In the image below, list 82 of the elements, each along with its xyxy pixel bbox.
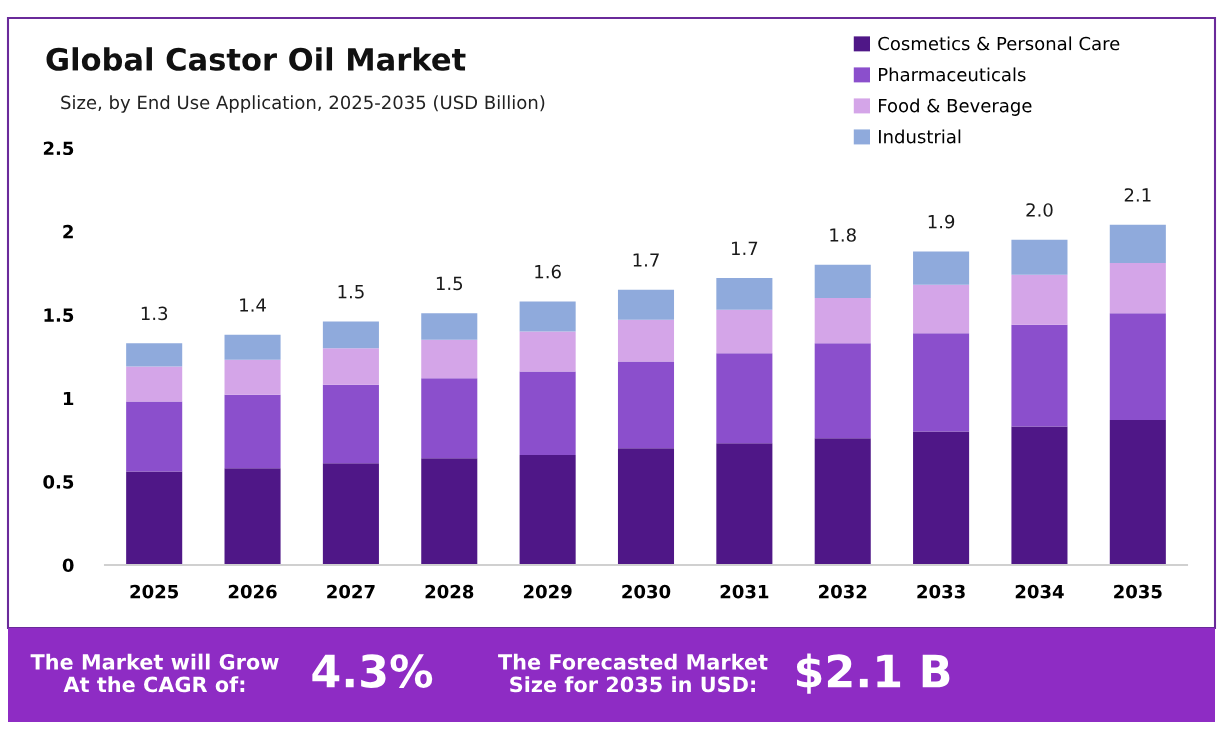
bar [913, 431, 970, 565]
x-tick-label: 2029 [523, 584, 572, 599]
x-tick-label: 2026 [228, 584, 277, 599]
bar [519, 454, 576, 565]
total-label: 1.3 [141, 306, 168, 321]
total-label: 2.0 [1026, 203, 1053, 217]
y-tick-label: 1 [63, 391, 74, 406]
total-label: 1.7 [633, 253, 659, 267]
bar [126, 471, 183, 565]
x-tick-label: 2033 [917, 584, 965, 599]
bar [224, 359, 281, 395]
x-tick-label: 2031 [720, 584, 769, 599]
text: 4.3% [312, 654, 433, 688]
y-tick-label: 2.5 [43, 141, 74, 156]
legend-label: Cosmetics & Personal Care [878, 36, 1120, 51]
bar [617, 448, 675, 565]
bar [913, 333, 970, 432]
bar [716, 278, 773, 310]
bar [126, 366, 183, 402]
bar [913, 251, 970, 285]
bar [617, 289, 675, 320]
bar [421, 458, 478, 565]
bar [913, 284, 970, 334]
bar [322, 321, 379, 349]
bar [519, 371, 576, 455]
bar [814, 343, 871, 439]
x-tick-label: 2034 [1015, 584, 1064, 599]
bar [1011, 426, 1068, 565]
total-label: 1.4 [240, 298, 266, 312]
bar [224, 394, 281, 469]
y-tick-label: 2 [63, 224, 73, 239]
bar [421, 378, 478, 459]
x-tick-label: 2032 [819, 584, 867, 599]
x-tick-label: 2027 [327, 584, 375, 599]
y-tick-label: 1.5 [44, 308, 74, 322]
chart-subtitle: Size, by End Use Application, 2025-2035 (USD Billion) [61, 95, 545, 113]
bar [126, 401, 183, 472]
bar [1109, 419, 1166, 565]
text: The Forecasted Market Size for 2035 in USD: [498, 653, 768, 693]
bar [1011, 274, 1068, 325]
bar [716, 309, 773, 354]
bar [814, 438, 871, 565]
bar [421, 339, 478, 379]
text: The Market will Grow At the CAGR of: [30, 653, 279, 693]
legend-label: Food & Beverage [879, 98, 1032, 116]
bar [322, 348, 379, 385]
bar [617, 319, 675, 362]
total-label: 1.5 [436, 276, 463, 291]
bar [519, 301, 576, 332]
legend-label: Industrial [879, 129, 961, 144]
x-tick-label: 2025 [130, 584, 179, 599]
bar [1109, 313, 1166, 420]
bar [1109, 224, 1166, 264]
x-tick-label: 2028 [425, 584, 474, 599]
y-tick-label: 0 [62, 558, 74, 573]
total-label: 1.7 [731, 241, 758, 255]
bar [322, 463, 379, 565]
bar [421, 313, 478, 340]
bar [617, 361, 675, 449]
bar [1011, 324, 1068, 427]
total-label: 2.1 [1124, 188, 1151, 202]
bar [126, 343, 183, 367]
total-label: 1.5 [338, 285, 364, 299]
legend-label: Pharmaceuticals [879, 67, 1026, 82]
bar [322, 384, 379, 464]
bar [1109, 263, 1166, 314]
y-tick-label: 0.5 [43, 475, 74, 489]
bar [224, 334, 281, 360]
bar [716, 353, 773, 444]
total-label: 1.9 [928, 214, 955, 229]
text: $2.1 B [796, 653, 950, 694]
bar [224, 468, 281, 565]
x-tick-label: 2035 [1114, 584, 1162, 599]
bar [519, 331, 576, 372]
x-tick-label: 2030 [622, 584, 671, 599]
bar [716, 443, 773, 565]
bar [814, 298, 871, 344]
total-label: 1.6 [535, 264, 561, 279]
bar [814, 264, 871, 299]
total-label: 1.8 [830, 228, 856, 242]
bar [1011, 239, 1068, 275]
chart-title: Global Castor Oil Market [46, 47, 466, 71]
